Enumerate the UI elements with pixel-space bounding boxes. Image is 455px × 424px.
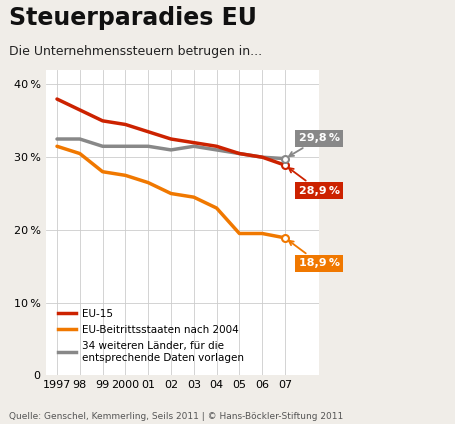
- Text: 29,8 %: 29,8 %: [288, 133, 339, 156]
- Text: 28,9 %: 28,9 %: [288, 168, 339, 195]
- Text: Steuerparadies EU: Steuerparadies EU: [9, 6, 257, 31]
- Legend: EU-15, EU-Beitrittsstaaten nach 2004, 34 weiteren Länder, für die
entsprechende : EU-15, EU-Beitrittsstaaten nach 2004, 34…: [53, 304, 248, 367]
- Text: 18,9 %: 18,9 %: [288, 241, 339, 268]
- Text: Quelle: Genschel, Kemmerling, Seils 2011 | © Hans-Böckler-Stiftung 2011: Quelle: Genschel, Kemmerling, Seils 2011…: [9, 412, 343, 421]
- Text: Die Unternehmenssteuern betrugen in...: Die Unternehmenssteuern betrugen in...: [9, 45, 262, 58]
